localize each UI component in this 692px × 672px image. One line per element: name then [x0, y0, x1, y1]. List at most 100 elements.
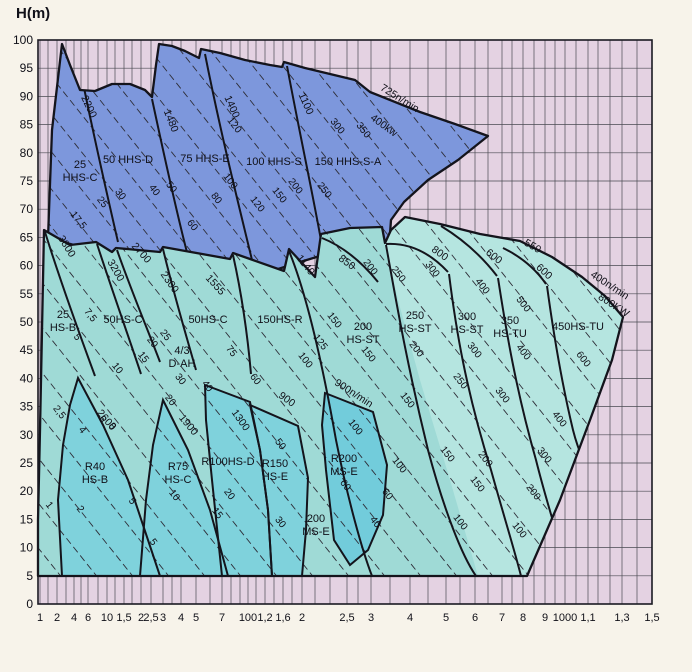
x-tick-label: 7 [219, 612, 225, 624]
hs-group-right-area [385, 217, 623, 576]
y-tick-label: 40 [20, 371, 34, 385]
region-label: 200 MS-E [302, 513, 330, 538]
y-tick-label: 80 [20, 146, 34, 160]
x-tick-label: 3 [160, 612, 166, 624]
speed-curve [151, 98, 190, 261]
x-tick-label: 2 [54, 612, 60, 624]
speed-curve [116, 249, 161, 363]
y-tick-label: 70 [20, 202, 34, 216]
y-tick-label: 5 [26, 569, 33, 583]
y-tick-label: 100 [13, 33, 33, 47]
speed-curve [96, 243, 142, 375]
x-tick-label: 2,5 [339, 612, 354, 624]
sub-region-area [58, 378, 160, 576]
y-tick-label: 15 [20, 512, 34, 526]
x-tick-label: 1,1 [580, 612, 595, 624]
x-tick-label: 100 [239, 612, 257, 624]
region-label: 4/3 D-AH [169, 345, 196, 370]
region-label: 200 HS-ST [347, 321, 380, 346]
region-label: 25 HS-B [50, 309, 76, 334]
x-tick-label: 1 [37, 612, 43, 624]
speed-curve [162, 248, 197, 371]
x-tick-label: 1,3 [614, 612, 629, 624]
x-tick-label: 1,5 [116, 612, 131, 624]
region-label: R150 HS-E [262, 458, 288, 483]
speed-curve [385, 244, 477, 576]
region-label: 50HS-C [103, 314, 142, 326]
x-tick-label: 9 [542, 612, 548, 624]
speed-curve [44, 231, 96, 377]
y-tick-label: 45 [20, 343, 34, 357]
x-tick-label: 4 [71, 612, 77, 624]
y-tick-label: 30 [20, 428, 34, 442]
speed-curve [286, 65, 323, 247]
speed-curve [232, 254, 252, 375]
y-tick-label: 35 [20, 400, 34, 414]
y-tick-label: 0 [26, 597, 33, 611]
speed-curve [204, 53, 253, 261]
speed-curve [502, 247, 547, 285]
region-label: R40 HS-B [82, 461, 108, 486]
x-tick-label: 4 [178, 612, 184, 624]
plot-frame [37, 39, 653, 605]
region-label: 150HS-R [257, 314, 302, 326]
region-label: R200 MS-E [330, 453, 358, 478]
power-line-label: 5 [126, 496, 138, 508]
y-tick-label: 60 [20, 259, 34, 273]
power-line-label: 6 [96, 414, 108, 426]
region-label: 150 HHS-S-A [315, 156, 382, 168]
region-label: 50 HHS-D [103, 154, 153, 166]
sub-region-outline [320, 391, 389, 567]
y-tick-label: 20 [20, 484, 34, 498]
x-tick-label: 1000 [553, 612, 577, 624]
x-tick-label: 2 [138, 612, 144, 624]
y-tick-label: 50 [20, 315, 34, 329]
y-tick-label: 75 [20, 174, 34, 188]
y-tick-label: 90 [20, 89, 34, 103]
speed-curve [440, 225, 498, 277]
region-label: R100HS-D [201, 456, 254, 468]
speed-curve [321, 237, 379, 283]
x-tick-label: 3 [368, 612, 374, 624]
x-tick-label: 1,6 [275, 612, 290, 624]
region-label: 75 HHS-E [180, 153, 230, 165]
x-tick-label: 8 [520, 612, 526, 624]
y-tick-label: 25 [20, 456, 34, 470]
speed-curve [288, 250, 373, 576]
sub-region-area [322, 393, 387, 565]
region-label: 25 HHS-C [63, 159, 98, 184]
region-label: 350 HS-TU [493, 315, 527, 340]
power-line-label: 4 [76, 425, 88, 437]
power-line-label: 8 [106, 421, 118, 433]
x-tick-label: 2,5 [143, 612, 158, 624]
region-label: 50HS-C [188, 314, 227, 326]
power-line-label: 5 [147, 537, 159, 549]
hs-group-outline [36, 215, 625, 578]
power-line-label: 5 [71, 332, 83, 344]
x-tick-label: 7 [499, 612, 505, 624]
y-tick-label: 85 [20, 118, 34, 132]
x-tick-label: 1,2 [257, 612, 272, 624]
y-tick-label: 95 [20, 61, 34, 75]
y-tick-label: 65 [20, 230, 34, 244]
region-label: 300 HS-ST [451, 311, 484, 336]
region-label: 250 HS-ST [399, 310, 432, 335]
region-label: 100 HHS-S [246, 156, 302, 168]
power-line-label: 1 [43, 500, 55, 512]
x-tick-label: 5 [193, 612, 199, 624]
y-tick-label: 55 [20, 287, 34, 301]
region-label: 450HS-TU [552, 321, 604, 333]
x-tick-label: 2 [299, 612, 305, 624]
x-tick-label: 6 [85, 612, 91, 624]
x-tick-label: 1,5 [644, 612, 659, 624]
sub-region-area [250, 405, 308, 576]
region-label: R75 HS-C [165, 461, 192, 486]
y-tick-label: 10 [20, 541, 34, 555]
power-line-label: 2 [74, 504, 86, 516]
x-tick-label: 10 [101, 612, 113, 624]
speed-curve [385, 242, 449, 273]
x-tick-label: 5 [443, 612, 449, 624]
speed-curve [448, 273, 522, 576]
